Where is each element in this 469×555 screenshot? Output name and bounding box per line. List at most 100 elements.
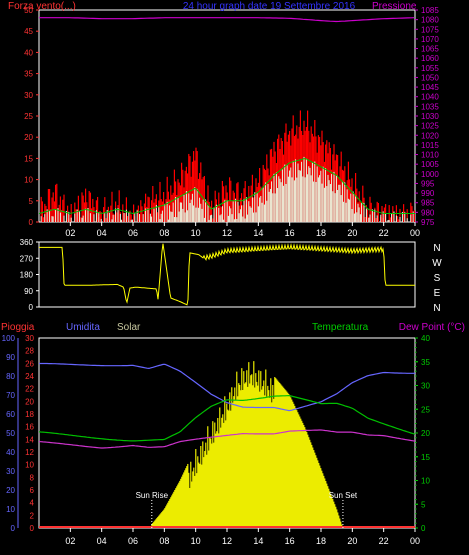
x-axis-label: 14 <box>253 228 263 238</box>
pressure-axis-label: 990 <box>421 189 435 198</box>
compass-label: S <box>434 273 441 284</box>
x-axis-label: 22 <box>379 536 389 546</box>
rain-axis-label: 30 <box>25 334 34 343</box>
x-axis-label: 18 <box>316 536 326 546</box>
wind-axis-label: 10 <box>24 176 33 185</box>
pressure-axis-label: 995 <box>421 179 435 188</box>
wind-axis-label: 0 <box>29 218 34 227</box>
x-axis-label: 20 <box>347 536 357 546</box>
x-axis-label: 10 <box>191 536 201 546</box>
compass-label: E <box>434 288 441 299</box>
rain-axis-label: 10 <box>25 461 34 470</box>
pressure-line <box>39 17 415 23</box>
wind-axis-label: 45 <box>24 27 33 36</box>
rain-axis-label: 6 <box>30 486 35 495</box>
dewpoint-line <box>38 429 416 449</box>
rain-axis-label: 0 <box>30 524 35 533</box>
sunset-label: Sun Set <box>329 491 358 500</box>
rain-axis-label: 8 <box>30 473 35 482</box>
wind-axis-label: 30 <box>24 91 33 100</box>
wind-axis-label: 35 <box>24 70 33 79</box>
humidity-axis-label: 30 <box>6 467 15 476</box>
humidity-line <box>39 362 415 412</box>
direction-line <box>39 243 415 306</box>
wind-axis-label: 25 <box>24 112 33 121</box>
compass-label: N <box>433 243 440 254</box>
rain-axis-label: 22 <box>25 385 34 394</box>
wind-axis-label: 20 <box>24 133 33 142</box>
temperature-title: Temperatura <box>312 322 369 333</box>
x-axis-label: 12 <box>222 536 232 546</box>
x-axis-label: 02 <box>65 228 75 238</box>
wind-axis-label: 15 <box>24 154 33 163</box>
pressure-axis-label: 1045 <box>421 83 439 92</box>
humidity-axis-label: 70 <box>6 391 15 400</box>
rain-axis-label: 4 <box>30 499 35 508</box>
x-axis-label: 00 <box>410 228 420 238</box>
chart-title: 24 hour graph date 19 Settembre 2016 <box>183 1 356 12</box>
x-axis-label: 20 <box>347 228 357 238</box>
pressure-axis-label: 985 <box>421 199 435 208</box>
temp-axis-label: 40 <box>421 334 430 343</box>
temp-axis-label: 30 <box>421 382 430 391</box>
x-axis-label: 12 <box>222 228 232 238</box>
compass-label: N <box>433 303 440 314</box>
x-axis-label: 04 <box>97 228 107 238</box>
wind-axis-label: 40 <box>24 48 33 57</box>
x-axis-label: 16 <box>285 536 295 546</box>
pressure-axis-label: 1035 <box>421 102 439 111</box>
humidity-axis-label: 100 <box>2 334 16 343</box>
rain-axis-label: 14 <box>25 435 34 444</box>
x-axis-label: 14 <box>253 536 263 546</box>
x-axis-label: 18 <box>316 228 326 238</box>
pressure-axis-label: 1000 <box>421 170 439 179</box>
x-axis-label: 22 <box>379 228 389 238</box>
temperature-line <box>38 394 416 442</box>
pressure-axis-label: 1010 <box>421 151 439 160</box>
x-axis-label: 04 <box>97 536 107 546</box>
temp-axis-label: 20 <box>421 429 430 438</box>
x-axis-label: 06 <box>128 536 138 546</box>
panel-wind-frame <box>38 9 416 223</box>
direction-axis-label: 180 <box>20 271 34 280</box>
x-axis-label: 16 <box>285 228 295 238</box>
pressure-axis-label: 1085 <box>421 6 439 15</box>
humidity-axis-label: 90 <box>6 353 15 362</box>
pressure-axis-label: 1075 <box>421 25 439 34</box>
rain-axis-label: 12 <box>25 448 34 457</box>
dewpoint-title: Dew Point (°C) <box>399 322 465 333</box>
wind-axis-label: 5 <box>29 197 34 206</box>
direction-axis-label: 0 <box>29 303 34 312</box>
temp-axis-label: 35 <box>421 358 430 367</box>
humidity-title: Umidita <box>66 322 100 333</box>
wind-avg-line <box>38 157 415 215</box>
rain-axis-label: 28 <box>25 347 34 356</box>
pressure-axis-label: 1025 <box>421 122 439 131</box>
humidity-axis-label: 40 <box>6 448 15 457</box>
humidity-axis-label: 10 <box>6 505 15 514</box>
rain-axis-label: 26 <box>25 359 34 368</box>
direction-axis-label: 90 <box>24 287 33 296</box>
x-axis-label: 00 <box>410 536 420 546</box>
wind-title: Forza vento(...) <box>8 1 76 12</box>
pressure-axis-label: 975 <box>421 218 435 227</box>
pressure-axis-label: 1060 <box>421 54 439 63</box>
compass-label: W <box>432 258 442 269</box>
humidity-axis-label: 50 <box>6 429 15 438</box>
x-axis-label: 02 <box>65 536 75 546</box>
rain-title: Pioggia <box>1 322 35 333</box>
solar-title: Solar <box>117 322 141 333</box>
x-axis-label: 06 <box>128 228 138 238</box>
direction-axis-label: 360 <box>20 238 34 247</box>
x-axis-label: 08 <box>159 536 169 546</box>
pressure-axis-label: 1055 <box>421 64 439 73</box>
temp-axis-label: 25 <box>421 405 430 414</box>
rain-axis-label: 16 <box>25 423 34 432</box>
temp-axis-label: 5 <box>421 500 426 509</box>
humidity-axis-label: 80 <box>6 372 15 381</box>
humidity-axis-label: 0 <box>11 524 16 533</box>
x-axis-label: 10 <box>191 228 201 238</box>
x-axis-label: 08 <box>159 228 169 238</box>
humidity-axis-label: 60 <box>6 410 15 419</box>
